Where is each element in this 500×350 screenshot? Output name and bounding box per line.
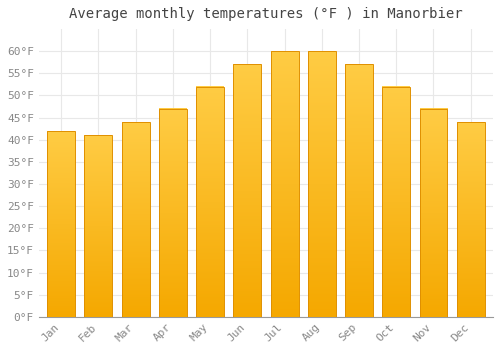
Bar (84, 135, 112, 317)
Bar (382, 86, 410, 317)
Bar (122, 122, 150, 317)
Bar (308, 51, 336, 317)
Bar (457, 122, 484, 317)
Bar (159, 109, 187, 317)
Title: Average monthly temperatures (°F ) in Manorbier: Average monthly temperatures (°F ) in Ma… (69, 7, 462, 21)
Bar (270, 51, 298, 317)
Bar (196, 86, 224, 317)
Bar (420, 109, 448, 317)
Bar (47, 131, 75, 317)
Bar (234, 64, 262, 317)
Bar (345, 64, 373, 317)
